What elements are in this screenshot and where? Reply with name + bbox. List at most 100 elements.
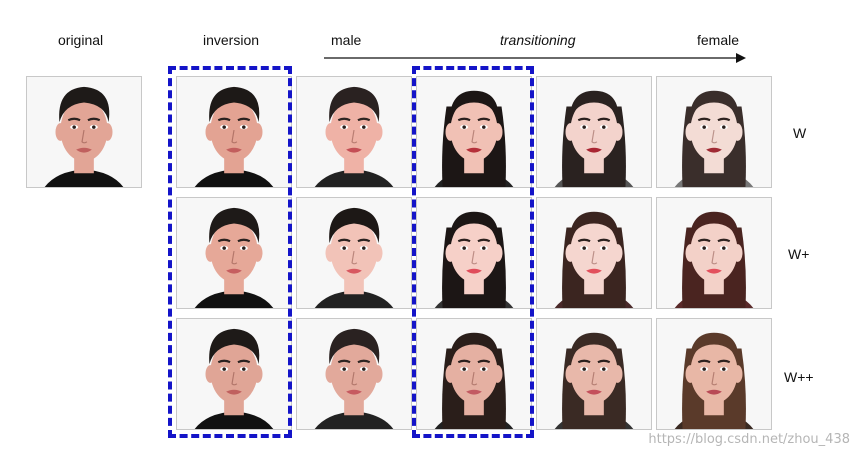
face-shape [330,98,378,162]
face-tile-wplusplus-inversion [176,318,292,430]
face-tile-wplus-transition-2 [536,197,652,309]
nose-shape [471,371,478,386]
pupil-left [582,367,586,371]
lips-shape [226,147,242,153]
brow-left [457,359,471,364]
lips-shape [586,268,602,274]
nose-shape [471,129,478,144]
face-tile-wplus-transition-1 [416,197,532,309]
pupil-right [602,246,606,250]
pupil-left [222,125,226,129]
pupil-right [602,125,606,129]
face-tile-original [26,76,142,188]
lips-shape [346,147,362,153]
pupil-right [602,367,606,371]
nose-shape [591,250,598,265]
nose-shape [711,371,718,386]
nose-shape [591,129,598,144]
lips-shape [466,268,482,274]
brow-right [237,359,251,364]
face-tile-wplusplus-transition-2 [536,318,652,430]
brow-right [717,117,731,122]
brow-right [357,117,371,122]
nose-shape [351,371,358,386]
face-shape [210,98,258,162]
hair-top-shape [569,90,619,121]
face-shape [570,219,618,283]
nose-shape [81,129,88,144]
brow-left [217,117,231,122]
hair-top-shape [569,211,619,242]
brow-right [357,359,371,364]
pupil-right [482,246,486,250]
face-shape [570,98,618,162]
pupil-left [72,125,76,129]
face-shape [210,219,258,283]
brow-left [217,359,231,364]
lips-shape [346,268,362,274]
row-label-wplusplus: W++ [784,369,814,385]
brow-right [477,359,491,364]
brow-right [597,238,611,243]
hair-top-shape [209,328,260,365]
pupil-right [482,125,486,129]
brow-right [477,117,491,122]
hair-top-shape [689,90,739,121]
hair-top-shape [689,211,739,242]
face-tile-w-male [296,76,412,188]
pupil-right [722,246,726,250]
pupil-left [342,125,346,129]
hair-top-shape [59,86,110,123]
brow-right [597,117,611,122]
face-shape [450,219,498,283]
hair-top-shape [329,86,380,123]
face-shape [690,340,738,404]
brow-right [717,359,731,364]
pupil-right [242,367,246,371]
face-shape [690,98,738,162]
face-tile-wplus-female [656,197,772,309]
pupil-left [342,246,346,250]
nose-shape [231,250,238,265]
watermark: https://blog.csdn.net/zhou_438 [648,432,850,447]
face-shape [60,98,108,162]
header-male: male [331,32,362,48]
lips-shape [76,147,92,153]
brow-left [577,117,591,122]
nose-shape [471,250,478,265]
pupil-left [582,246,586,250]
shirt-shape [194,411,274,429]
pupil-left [462,125,466,129]
brow-left [67,117,81,122]
brow-left [577,238,591,243]
shirt-shape [194,169,274,187]
pupil-right [362,246,366,250]
brow-left [697,117,711,122]
pupil-right [92,125,96,129]
pupil-left [702,367,706,371]
face-tile-wplus-male [296,197,412,309]
pupil-right [362,367,366,371]
brow-left [337,238,351,243]
male-to-female-arrow [324,53,746,63]
pupil-left [582,125,586,129]
shirt-shape [44,169,124,187]
face-tile-wplusplus-female [656,318,772,430]
hair-top-shape [569,332,619,363]
nose-shape [351,129,358,144]
pupil-left [702,246,706,250]
brow-left [337,117,351,122]
face-shape [690,219,738,283]
hair-top-shape [329,207,380,244]
pupil-left [462,367,466,371]
lips-shape [586,389,602,395]
brow-left [697,359,711,364]
face-shape [330,219,378,283]
nose-shape [231,371,238,386]
brow-left [217,238,231,243]
face-tile-wplusplus-transition-1 [416,318,532,430]
face-shape [450,340,498,404]
brow-right [477,238,491,243]
pupil-left [222,246,226,250]
face-tile-w-transition-1 [416,76,532,188]
